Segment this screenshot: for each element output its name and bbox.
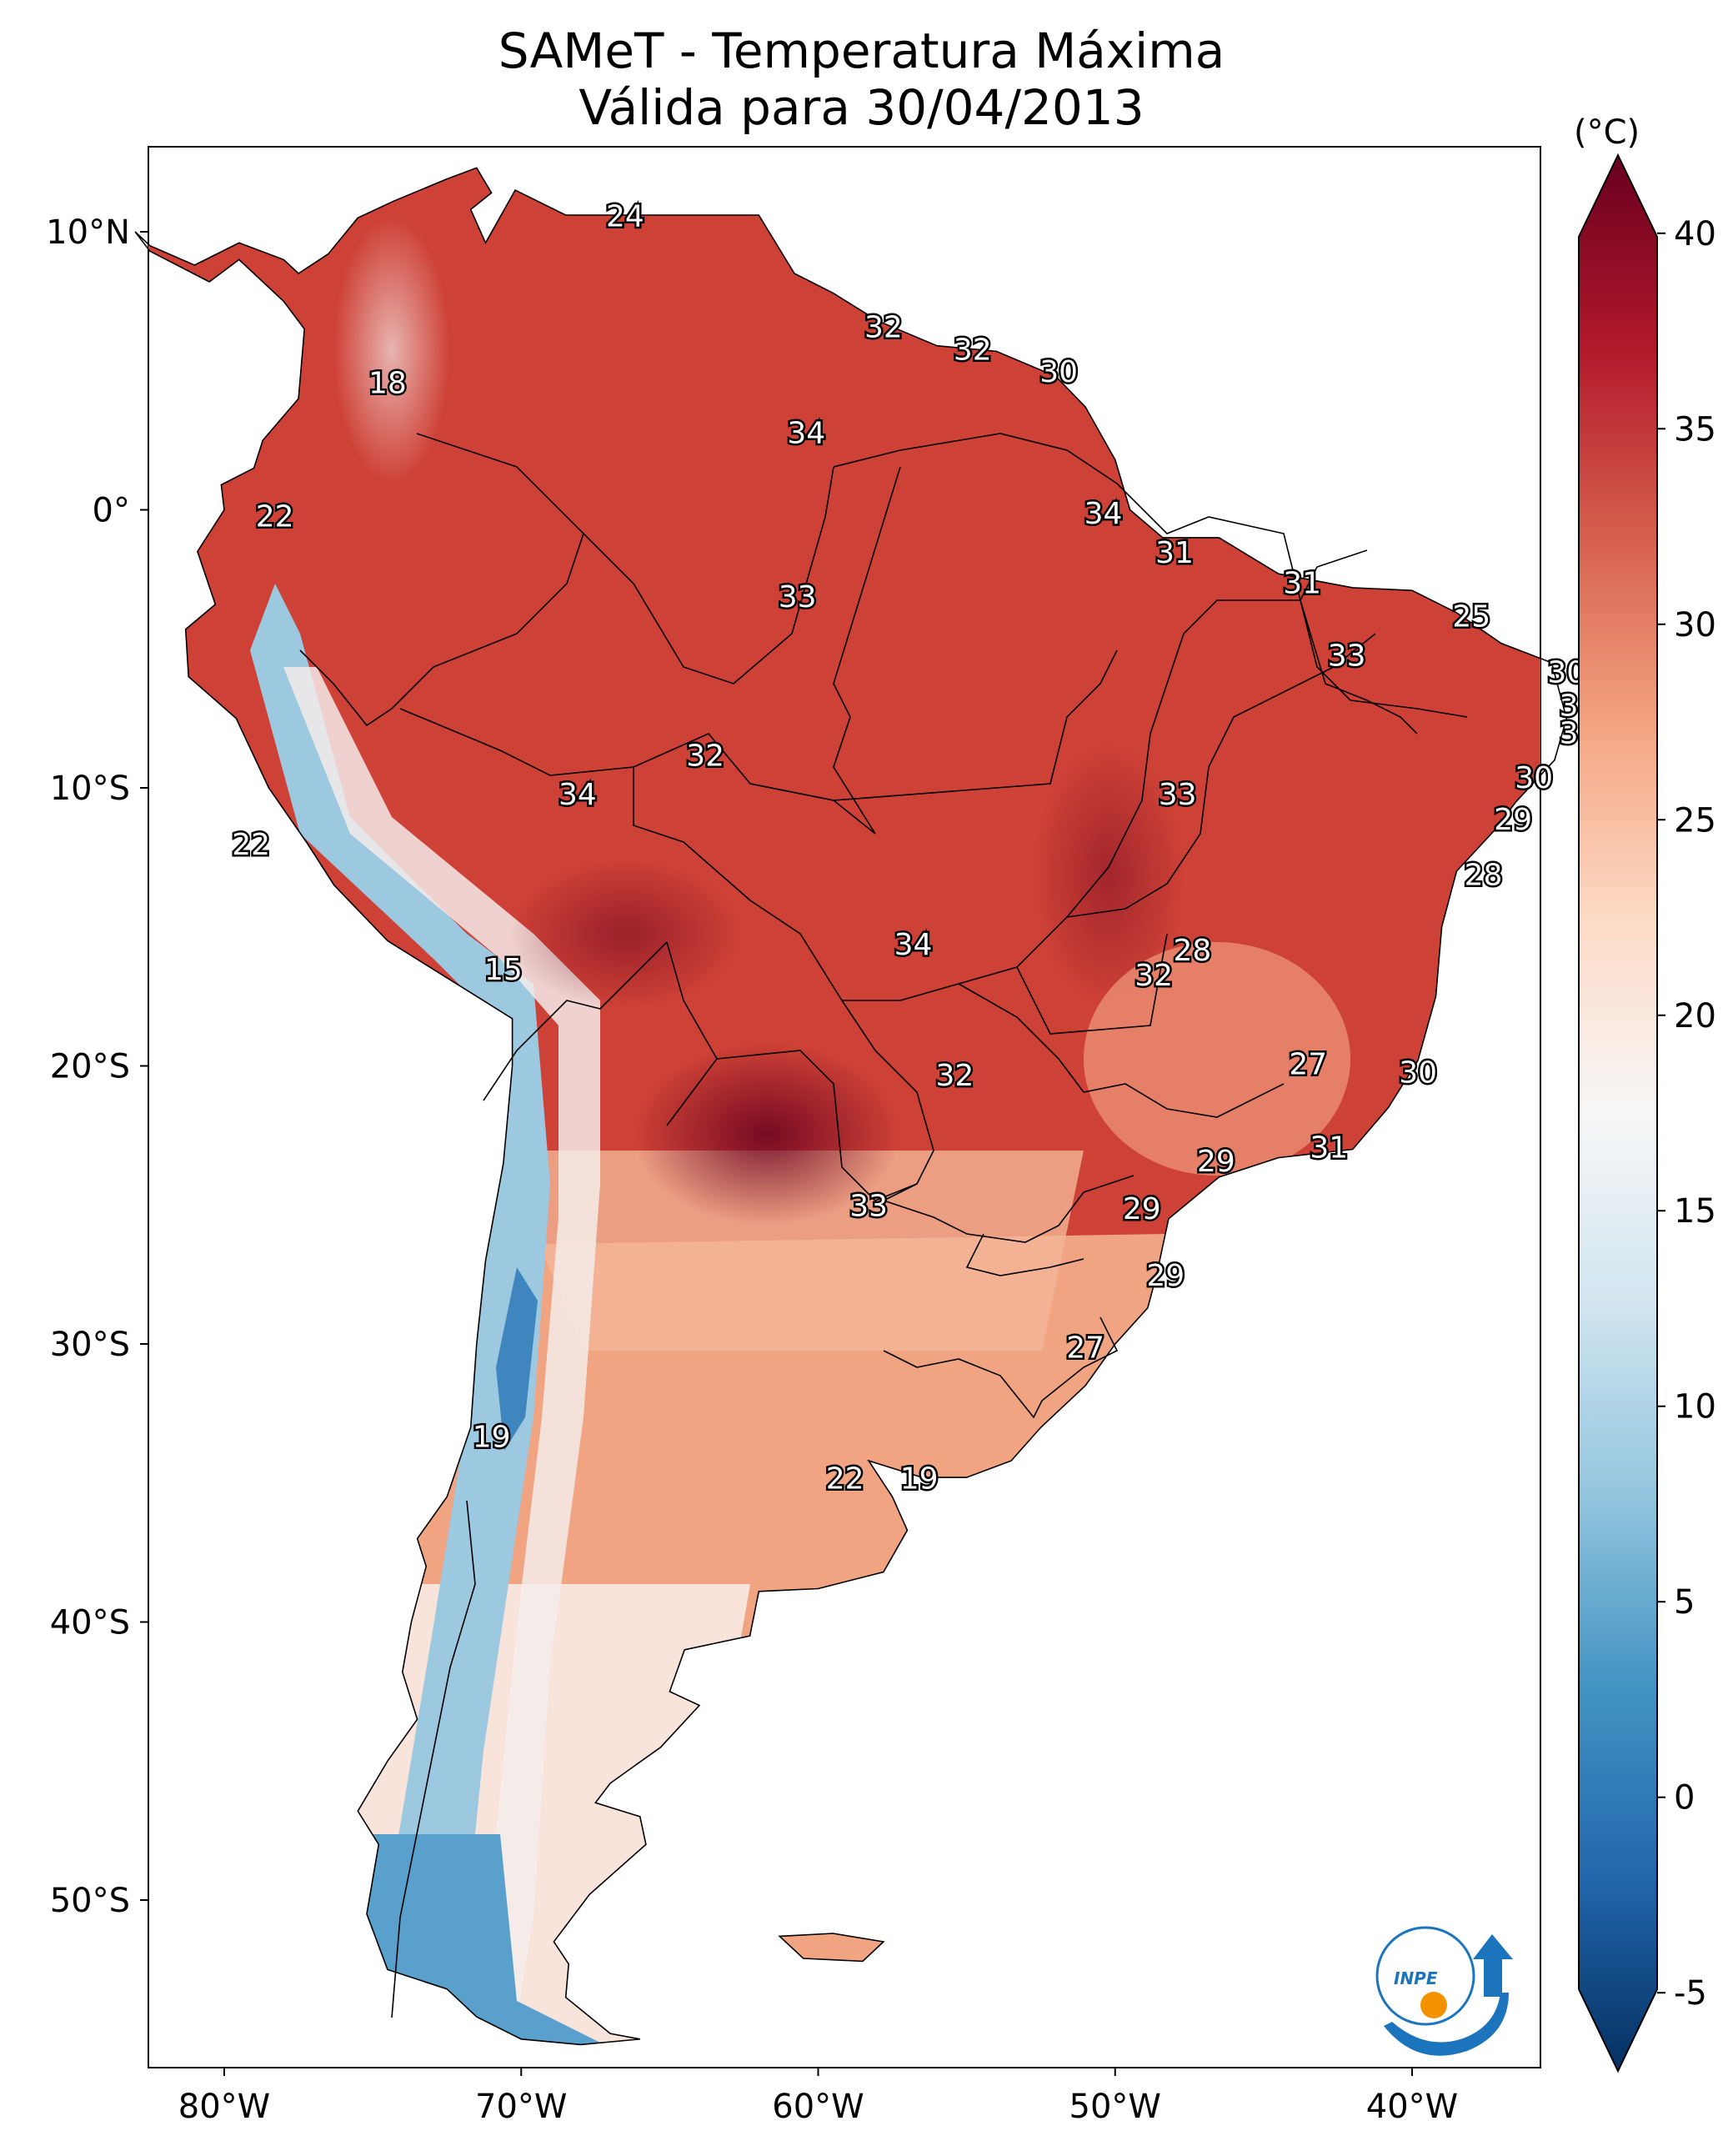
contour-label: 24 bbox=[606, 199, 644, 233]
pampa-zone bbox=[500, 1151, 1084, 1351]
contour-label: 22 bbox=[256, 500, 294, 534]
contour-label: 33 bbox=[849, 1190, 888, 1224]
latitude-label: 10°N bbox=[46, 213, 130, 252]
contour-label: 19 bbox=[900, 1462, 939, 1496]
contour-label: 32 bbox=[864, 311, 903, 345]
contour-label: 15 bbox=[484, 953, 523, 987]
latitude-label: 30°S bbox=[50, 1326, 130, 1364]
logo-orbit-icon bbox=[1375, 1926, 1475, 2026]
colorbar-tick-label: 30 bbox=[1674, 606, 1716, 644]
contour-label: 29 bbox=[1197, 1145, 1235, 1179]
contour-label: 29 bbox=[1494, 803, 1532, 837]
contour-label: 34 bbox=[558, 778, 597, 812]
contour-label: 27 bbox=[1066, 1331, 1104, 1366]
longitude-label: 80°W bbox=[178, 2088, 270, 2126]
minas-cool-spot bbox=[1084, 942, 1350, 1176]
contour-label: 28 bbox=[1465, 859, 1503, 893]
latitude-label: 20°S bbox=[50, 1048, 130, 1086]
latitude-label: 10°S bbox=[50, 770, 130, 808]
contour-label: 33 bbox=[1328, 639, 1366, 673]
latitude-label: 50°S bbox=[50, 1882, 130, 1920]
colorbar-tick-label: 15 bbox=[1674, 1192, 1716, 1231]
contour-label: 31 bbox=[1283, 567, 1321, 601]
contour-label: 33 bbox=[779, 580, 817, 614]
contour-labels: 2418323230342234313133253330313032343330… bbox=[230, 198, 1600, 1498]
colorbar-tick-label: -5 bbox=[1674, 1974, 1707, 2013]
longitude-label: 60°W bbox=[772, 2088, 864, 2126]
longitude-ticks: 80°W 70°W 60°W 50°W 40°W bbox=[178, 2068, 1458, 2126]
contour-label: 22 bbox=[826, 1462, 864, 1496]
contour-label: 29 bbox=[1146, 1259, 1185, 1293]
logo-arrow-icon bbox=[1473, 1934, 1513, 1997]
contour-label: 32 bbox=[1134, 959, 1173, 993]
colombia-andes-cool bbox=[333, 217, 450, 484]
contour-label: 28 bbox=[1173, 934, 1211, 968]
logo-sun-icon bbox=[1420, 1992, 1447, 2018]
inpe-logo: INPE bbox=[1375, 1926, 1513, 2056]
colorbar-bar bbox=[1578, 153, 1658, 2073]
contour-label: 30 bbox=[1515, 761, 1553, 795]
longitude-label: 40°W bbox=[1366, 2088, 1458, 2126]
andes-deep-blue bbox=[496, 1267, 538, 1451]
colorbar-ticks: 40 35 30 25 20 15 10 5 0 -5 bbox=[1657, 215, 1716, 2013]
longitude-label: 50°W bbox=[1069, 2088, 1161, 2126]
political-borders bbox=[299, 433, 1468, 2018]
colorbar-tick-label: 20 bbox=[1674, 997, 1716, 1035]
logo-text: INPE bbox=[1394, 1968, 1438, 1988]
colorbar-tick-label: 5 bbox=[1674, 1583, 1695, 1622]
contour-label: 30 bbox=[1039, 355, 1078, 389]
latitude-ticks: 10°N 0° 10°S 20°S 30°S 40°S 50°S bbox=[46, 213, 148, 1920]
colorbar-tick-label: 25 bbox=[1674, 801, 1716, 840]
latitude-label: 0° bbox=[93, 492, 130, 530]
logo-swoosh-icon bbox=[1384, 1993, 1509, 2056]
map-subtitle: Válida para 30/04/2013 bbox=[579, 79, 1144, 136]
colorbar: (°C) 40 35 30 25 20 15 10 5 0 -5 bbox=[1574, 113, 1716, 2073]
contour-label: 19 bbox=[473, 1420, 511, 1454]
contour-label: 31 bbox=[1310, 1131, 1348, 1166]
andes-cold-band bbox=[250, 584, 550, 2045]
bolivia-hot-spot bbox=[508, 859, 742, 1009]
colorbar-tick-label: 35 bbox=[1674, 410, 1716, 449]
contour-label: 22 bbox=[232, 828, 270, 862]
longitude-label: 70°W bbox=[475, 2088, 567, 2126]
contour-label: 31 bbox=[1155, 536, 1194, 570]
contour-label: 32 bbox=[935, 1059, 974, 1093]
coastline bbox=[134, 167, 1568, 2046]
contour-label: 25 bbox=[1452, 600, 1490, 634]
latitude-label: 40°S bbox=[50, 1604, 130, 1642]
contour-label: 32 bbox=[954, 333, 992, 367]
colorbar-tick-label: 10 bbox=[1674, 1388, 1716, 1426]
contour-label: 32 bbox=[686, 739, 724, 773]
andes-white-band bbox=[283, 667, 600, 2045]
contour-label: 34 bbox=[787, 417, 825, 451]
contour-label: 27 bbox=[1289, 1048, 1327, 1082]
map-title: SAMeT - Temperatura Máxima bbox=[498, 23, 1225, 79]
colorbar-tick-label: 0 bbox=[1674, 1779, 1695, 1818]
contour-label: 33 bbox=[1159, 778, 1197, 812]
contour-label: 34 bbox=[1084, 497, 1123, 531]
tocantins-hot-spot bbox=[1034, 742, 1184, 1009]
contour-label: 29 bbox=[1123, 1192, 1161, 1226]
colorbar-tick-label: 40 bbox=[1674, 215, 1716, 253]
colorbar-unit: (°C) bbox=[1574, 113, 1640, 152]
contour-label: 18 bbox=[368, 366, 407, 400]
contour-label: 34 bbox=[894, 928, 933, 962]
contour-label: 30 bbox=[1399, 1056, 1437, 1091]
